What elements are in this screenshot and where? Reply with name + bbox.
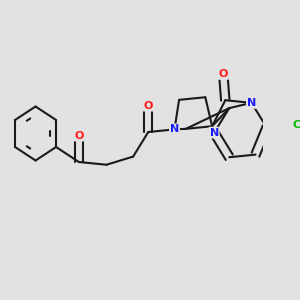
Text: N: N bbox=[247, 98, 256, 108]
Text: N: N bbox=[170, 124, 179, 134]
Text: O: O bbox=[74, 130, 84, 141]
Text: Cl: Cl bbox=[292, 120, 300, 130]
Text: O: O bbox=[144, 100, 153, 111]
Text: N: N bbox=[209, 128, 219, 138]
Text: O: O bbox=[219, 69, 228, 79]
